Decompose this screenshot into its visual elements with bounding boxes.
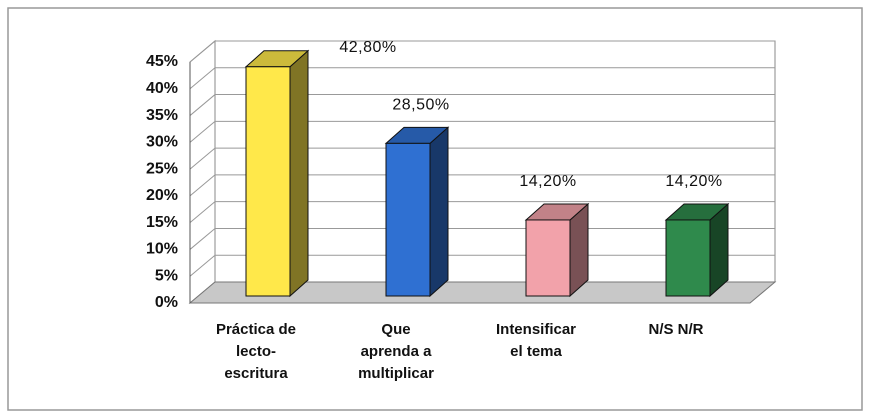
y-tick-label: 30% [146, 134, 178, 151]
bar-front [665, 219, 711, 297]
grid-line [189, 120, 775, 143]
y-tick-label: 0% [155, 294, 178, 311]
y-tick-label: 15% [146, 214, 178, 231]
value-label: 14,20% [665, 173, 722, 190]
y-tick-label: 40% [146, 80, 178, 97]
bar [664, 202, 730, 298]
y-tick-label: 5% [155, 267, 178, 284]
value-label: 14,20% [519, 173, 576, 190]
floor [188, 281, 777, 304]
y-tick-label: 10% [146, 241, 178, 258]
bar-front [245, 66, 291, 297]
value-label: 28,50% [392, 97, 449, 114]
bar-front [525, 219, 571, 297]
side-wall [189, 39, 216, 305]
value-label: 42,80% [339, 39, 396, 56]
y-tick-label: 35% [146, 107, 178, 124]
x-tick-label: Práctica de lecto-escritura [216, 321, 296, 382]
grid-line [189, 94, 775, 116]
bar-side [289, 49, 309, 298]
bar [384, 126, 450, 298]
y-tick-label: 20% [146, 187, 178, 204]
y-tick-label: 25% [146, 160, 178, 177]
grid-line [189, 201, 775, 224]
x-tick-label: N/S N/R [648, 321, 703, 338]
bar [244, 49, 310, 298]
x-tick-label: Intensificar el tema [496, 321, 576, 360]
bar-front [385, 142, 431, 297]
bar [524, 202, 590, 298]
grid-line [189, 147, 775, 170]
grid-line [189, 174, 775, 197]
y-tick-label: 45% [146, 53, 178, 70]
plot: 0% 5% 10% 15% 20% 25% 30% 35% 40% 45% 42,80% Prácti… [146, 39, 777, 382]
x-tick-label: Que aprenda a multiplicar [358, 321, 434, 382]
grid-line [189, 40, 775, 63]
bar-side [429, 126, 449, 298]
grid-line [189, 67, 775, 90]
